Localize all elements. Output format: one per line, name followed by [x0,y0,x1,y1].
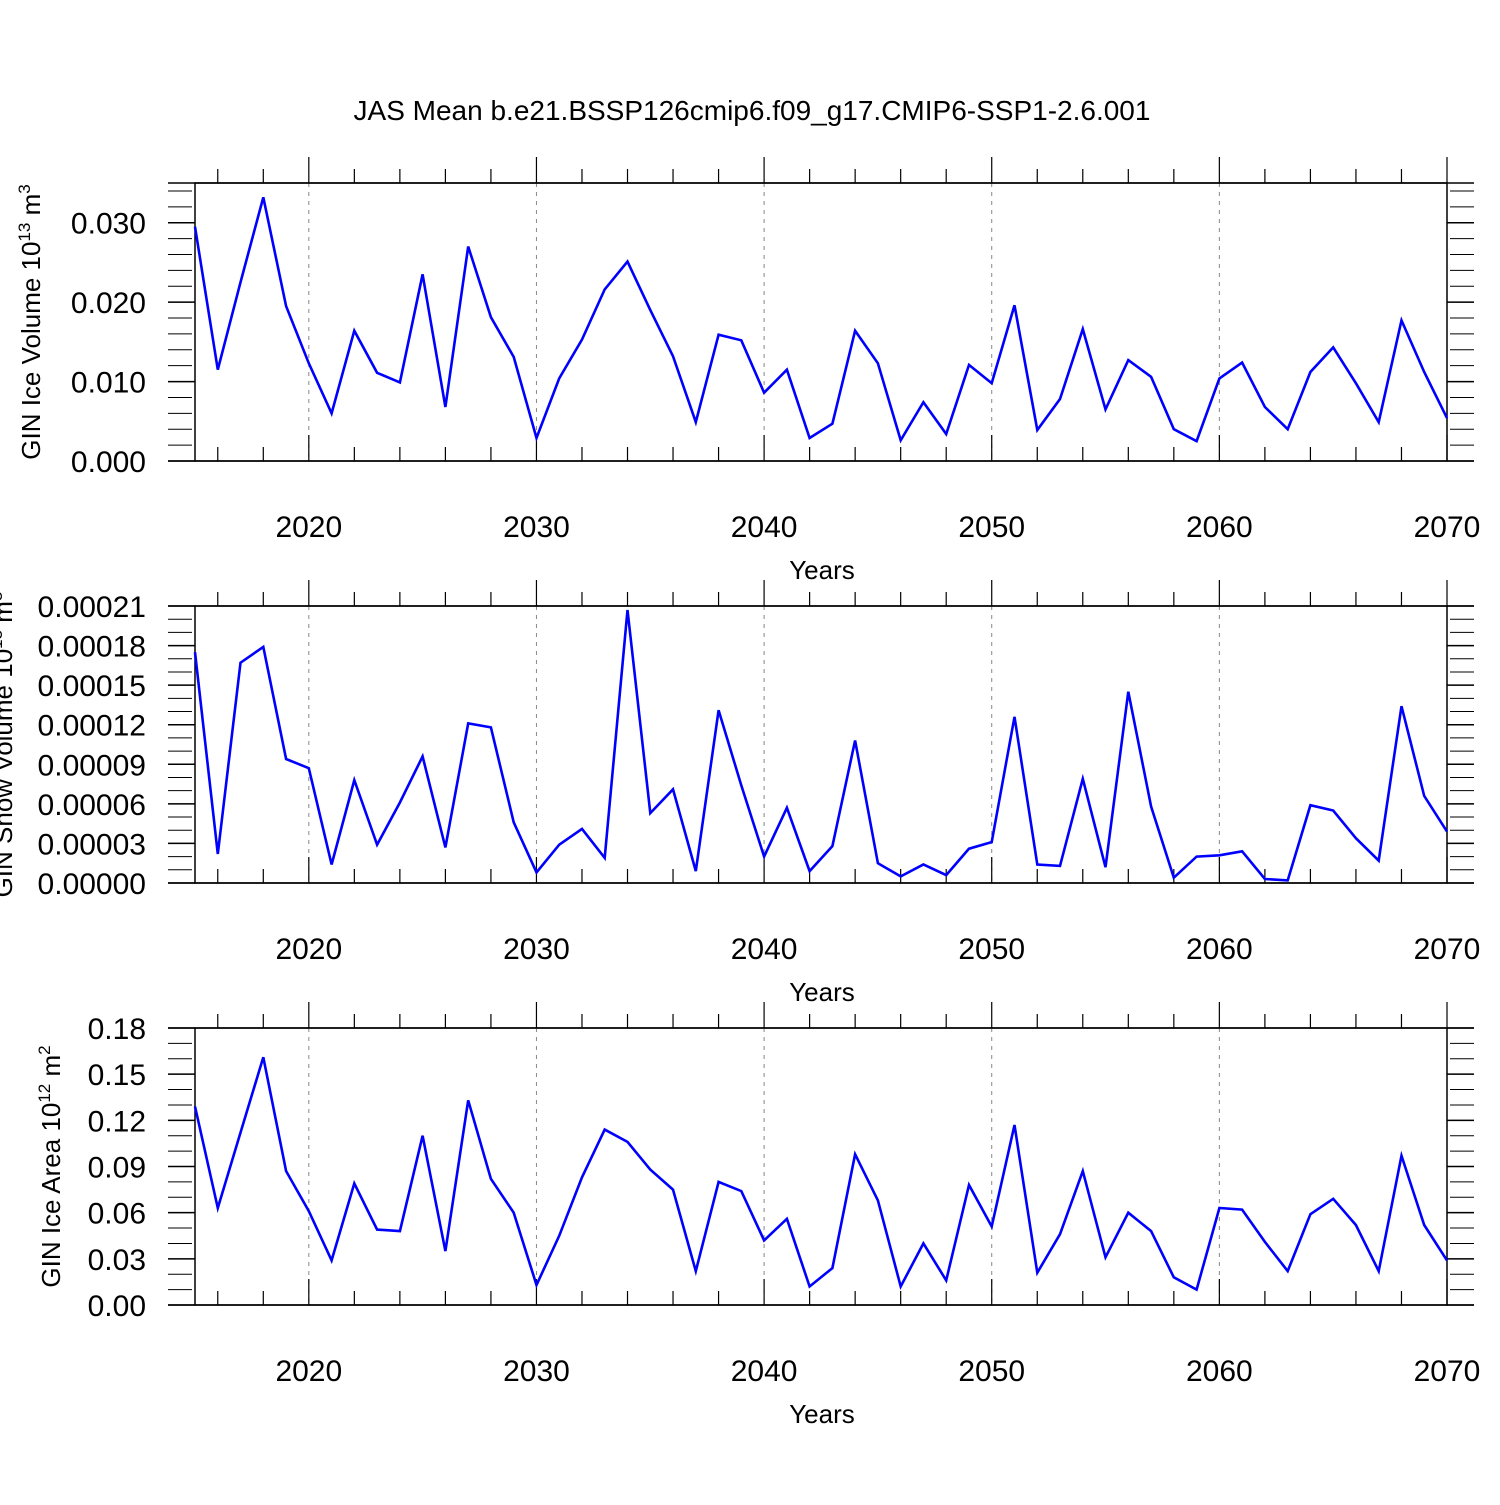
y-tick-label: 0.00009 [38,749,146,782]
x-tick-label: 2040 [731,511,798,544]
y-tick-label: 0.18 [88,1013,146,1046]
plot-frame [194,1027,1448,1306]
y-tick-label: 0.00021 [38,591,146,624]
x-tick-label: 2050 [958,1355,1025,1388]
y-tick-label: 0.15 [88,1059,146,1092]
x-tick-label: 2020 [275,1355,342,1388]
x-tick-label: 2070 [1414,1355,1481,1388]
y-axis-label: GIN Ice Volume 1013 m3 [15,184,46,460]
y-tick-label: 0.00018 [38,631,146,664]
y-tick-label: 0.00 [88,1290,146,1323]
y-tick-label: 0.010 [71,367,146,400]
figure-title: JAS Mean b.e21.BSSP126cmip6.f09_g17.CMIP… [354,95,1151,126]
x-tick-label: 2060 [1186,933,1253,966]
plot-frame [194,605,1448,884]
panel-ice-area: 2020 2030 2040 2050 2060 2070 Years 0.00 0.03 0.0… [35,1002,1480,1429]
y-tick-label: 0.03 [88,1244,146,1277]
y-axis-label: GIN Ice Area 1012 m2 [35,1045,66,1287]
y-tick-label: 0.00012 [38,710,146,743]
x-axis-label: Years [789,977,855,1007]
x-tick-label: 2060 [1186,511,1253,544]
y-tick-label: 0.12 [88,1105,146,1138]
x-tick-label: 2030 [503,1355,570,1388]
x-tick-label: 2040 [731,933,798,966]
y-tick-label: 0.00003 [38,828,146,861]
plot-frame [194,182,1448,462]
x-tick-label: 2050 [958,511,1025,544]
panel-ice-volume: 2020 2030 2040 2050 2060 2070 Years 0.000 0.010 0… [15,157,1480,585]
series-line [193,196,1449,444]
x-tick-label: 2030 [503,933,570,966]
y-tick-label: 0.00015 [38,670,146,703]
x-tick-label: 2070 [1414,511,1481,544]
y-tick-label: 0.030 [71,208,146,241]
x-tick-label: 2070 [1414,933,1481,966]
y-tick-label: 0.020 [71,287,146,320]
y-tick-label: 0.00006 [38,789,146,822]
x-axis-label: Years [789,555,855,585]
series-line [193,609,1449,882]
y-tick-label: 0.09 [88,1152,146,1185]
y-tick-label: 0.00000 [38,868,146,901]
y-axis-label: GIN Snow Volume 1013 m3 [0,592,18,898]
x-tick-label: 2030 [503,511,570,544]
panel-snow-volume: 2020 2030 2040 2050 2060 2070 Years 0.00000 0.00… [0,580,1480,1007]
x-tick-label: 2060 [1186,1355,1253,1388]
y-tick-label: 0.06 [88,1198,146,1231]
x-axis-label: Years [789,1399,855,1429]
series-line [193,1056,1449,1292]
x-tick-label: 2020 [275,511,342,544]
x-tick-label: 2050 [958,933,1025,966]
x-tick-label: 2020 [275,933,342,966]
x-tick-label: 2040 [731,1355,798,1388]
y-tick-label: 0.000 [71,446,146,479]
